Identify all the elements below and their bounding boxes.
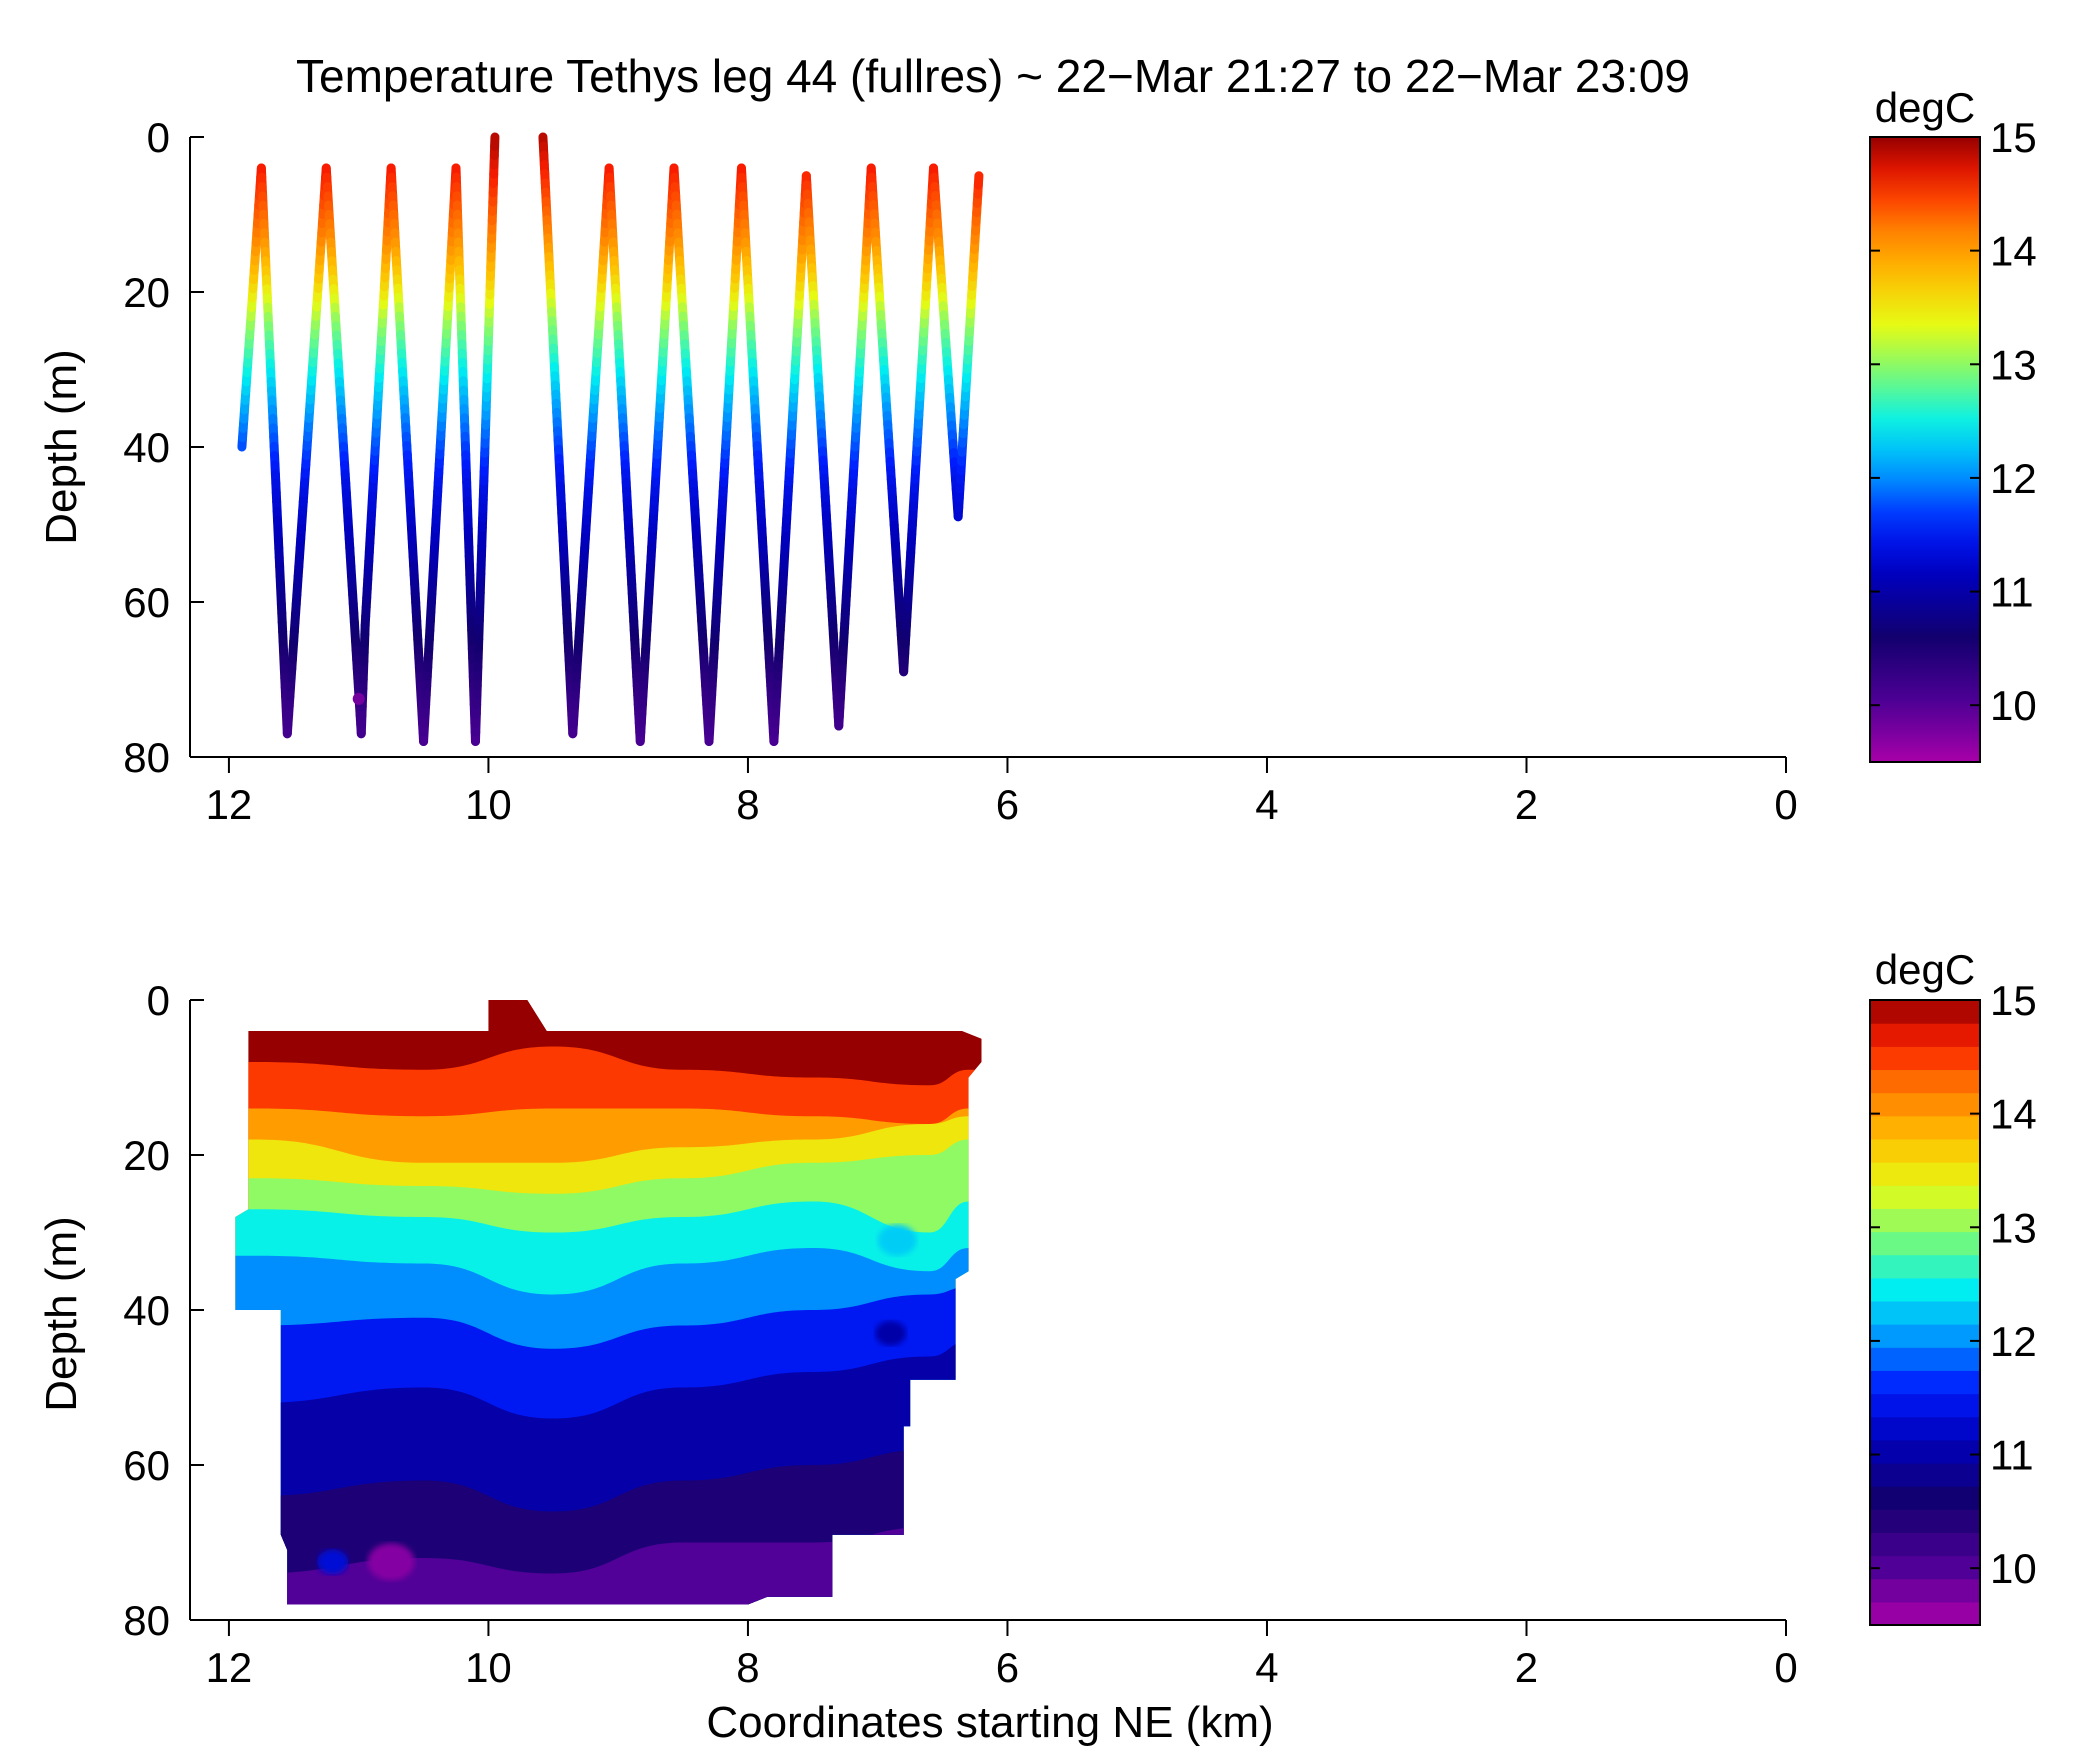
bottom-y-tick-label: 0 bbox=[147, 977, 170, 1024]
colorbar-band bbox=[1870, 1555, 1980, 1580]
top-x-tick-label: 4 bbox=[1255, 781, 1278, 828]
colorbar-band bbox=[1870, 1509, 1980, 1534]
bottom-y-tick-label: 60 bbox=[123, 1442, 170, 1489]
colorbar-band bbox=[1870, 1023, 1980, 1047]
colorbar-tick-label: 14 bbox=[1990, 1091, 2037, 1138]
colorbar-tick-label: 10 bbox=[1990, 1545, 2037, 1592]
colorbar-band bbox=[1870, 1254, 1980, 1279]
bottom-y-tick-label: 40 bbox=[123, 1287, 170, 1334]
bottom-colorbar-frame bbox=[1869, 999, 1981, 1626]
colorbar-band bbox=[1870, 1393, 1980, 1418]
colorbar-band bbox=[1870, 1069, 1980, 1094]
colorbar-band bbox=[1870, 1347, 1980, 1371]
top-y-tick-label: 80 bbox=[123, 734, 170, 781]
bottom-colorbar-label: degC bbox=[1875, 946, 1975, 993]
colorbar-band bbox=[1870, 1370, 1980, 1395]
bottom-x-tick-label: 10 bbox=[465, 1644, 512, 1691]
top-x-tick-label: 8 bbox=[736, 781, 759, 828]
colorbar-tick-label: 11 bbox=[1990, 569, 2034, 616]
contour-feature bbox=[875, 1320, 907, 1346]
colorbar-band bbox=[1870, 1532, 1980, 1557]
top-y-axis-label: Depth (m) bbox=[37, 349, 86, 545]
colorbar-tick-label: 15 bbox=[1990, 114, 2037, 161]
colorbar-band bbox=[1870, 1578, 1980, 1603]
contour-feature bbox=[317, 1549, 349, 1575]
colorbar-tick-label: 14 bbox=[1990, 228, 2037, 275]
colorbar-band bbox=[1870, 1000, 1980, 1024]
colorbar-band bbox=[1870, 1138, 1980, 1163]
contour-band bbox=[235, 1511, 982, 1605]
bottom-x-tick-label: 4 bbox=[1255, 1644, 1278, 1691]
top-x-axis: 12 10 8 6 4 2 0 bbox=[190, 756, 1798, 828]
top-x-tick-label: 6 bbox=[996, 781, 1019, 828]
x-axis-label: Coordinates starting NE (km) bbox=[706, 1698, 1273, 1747]
colorbar-band bbox=[1870, 1416, 1980, 1441]
top-y-tick-label: 20 bbox=[123, 269, 170, 316]
colorbar-tick-label: 13 bbox=[1990, 341, 2037, 388]
colorbar-band bbox=[1870, 1046, 1980, 1071]
colorbar-band bbox=[1870, 1208, 1980, 1233]
figure-title: Temperature Tethys leg 44 (fullres) ~ 22… bbox=[296, 50, 1690, 102]
contour-feature bbox=[877, 1224, 917, 1256]
bottom-y-tick-label: 80 bbox=[123, 1597, 170, 1644]
colorbar-band bbox=[1870, 1439, 1980, 1464]
colorbar-tick-label: 12 bbox=[1990, 1318, 2037, 1365]
colorbar-tick-label: 11 bbox=[1990, 1432, 2034, 1479]
bottom-x-tick-label: 0 bbox=[1774, 1644, 1797, 1691]
bottom-x-tick-label: 8 bbox=[736, 1644, 759, 1691]
bottom-y-axis: 0 20 40 60 80 bbox=[123, 977, 204, 1644]
top-y-axis: 0 20 40 60 80 bbox=[123, 114, 204, 781]
bottom-x-axis: 12 10 8 6 4 2 0 bbox=[190, 1619, 1798, 1691]
bottom-x-tick-label: 2 bbox=[1515, 1644, 1538, 1691]
bottom-colorbar-ticks: 10 11 12 13 14 15 bbox=[1870, 977, 2037, 1592]
top-x-tick-label: 0 bbox=[1774, 781, 1797, 828]
colorbar-band bbox=[1870, 1486, 1980, 1510]
bottom-y-tick-label: 20 bbox=[123, 1132, 170, 1179]
track-segment bbox=[973, 171, 984, 190]
bottom-x-tick-label: 12 bbox=[206, 1644, 253, 1691]
colorbar-tick-label: 12 bbox=[1990, 455, 2037, 502]
bottom-colorbar-bar bbox=[1870, 1000, 1980, 1626]
colorbar-band bbox=[1870, 1231, 1980, 1256]
colorbar-band bbox=[1870, 1462, 1980, 1487]
colorbar-band bbox=[1870, 1162, 1980, 1186]
colorbar-band bbox=[1870, 1601, 1980, 1626]
bottom-contour-field bbox=[235, 1000, 982, 1605]
colorbar-tick-label: 13 bbox=[1990, 1204, 2037, 1251]
colorbar-tick-label: 10 bbox=[1990, 682, 2037, 729]
top-y-tick-label: 0 bbox=[147, 114, 170, 161]
top-x-tick-label: 2 bbox=[1515, 781, 1538, 828]
colorbar-tick-label: 15 bbox=[1990, 977, 2037, 1024]
colorbar-band bbox=[1870, 1185, 1980, 1209]
top-y-tick-label: 40 bbox=[123, 424, 170, 471]
top-x-tick-label: 10 bbox=[465, 781, 512, 828]
top-track bbox=[237, 132, 984, 746]
colorbar-band bbox=[1870, 1277, 1980, 1302]
top-colorbar: 10 11 12 13 14 15 degC bbox=[1869, 84, 2037, 763]
colorbar-band bbox=[1870, 1115, 1980, 1140]
colorbar-band bbox=[1870, 1324, 1980, 1348]
top-colorbar-bar bbox=[1869, 136, 1981, 763]
track-anomaly-point bbox=[352, 692, 365, 705]
bottom-colorbar: 10 11 12 13 14 15 degC bbox=[1869, 946, 2037, 1626]
bottom-y-axis-label: Depth (m) bbox=[37, 1216, 86, 1412]
contour-feature bbox=[367, 1543, 415, 1581]
top-x-tick-label: 12 bbox=[206, 781, 253, 828]
top-y-tick-label: 60 bbox=[123, 579, 170, 626]
colorbar-band bbox=[1870, 1092, 1980, 1117]
bottom-x-tick-label: 6 bbox=[996, 1644, 1019, 1691]
top-colorbar-ticks: 10 11 12 13 14 15 bbox=[1870, 114, 2037, 729]
colorbar-band bbox=[1870, 1300, 1980, 1325]
top-colorbar-label: degC bbox=[1875, 84, 1975, 131]
